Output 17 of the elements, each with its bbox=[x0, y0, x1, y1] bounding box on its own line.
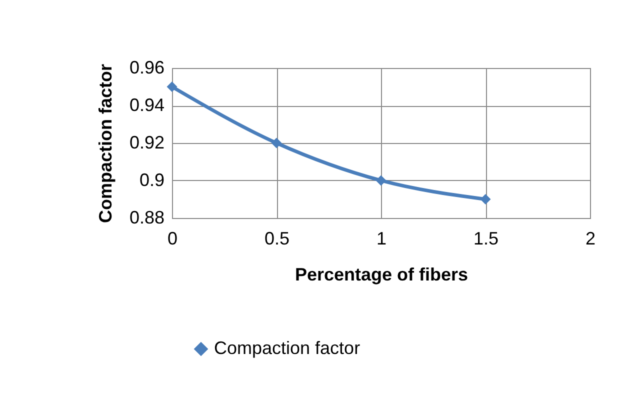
legend-label: Compaction factor bbox=[214, 338, 360, 358]
point bbox=[166, 82, 178, 92]
x-axis-title: Percentage of fibers bbox=[294, 264, 468, 284]
x-tick-label: 2 bbox=[585, 228, 596, 248]
y-tick-label: 0.88 bbox=[129, 208, 164, 228]
y-tick-label: 0.9 bbox=[139, 170, 164, 190]
y-tick-label: 0.92 bbox=[129, 132, 164, 152]
point bbox=[271, 138, 282, 148]
y-tick-label: 0.96 bbox=[129, 58, 164, 78]
x-tick-label: 0.5 bbox=[264, 228, 290, 248]
point bbox=[376, 175, 386, 186]
y-axis-title: Compaction factor bbox=[95, 64, 116, 224]
x-tick-label: 1.5 bbox=[473, 228, 499, 248]
y-tick-label: 0.94 bbox=[129, 95, 164, 115]
x-tick-label: 1 bbox=[376, 228, 387, 248]
point bbox=[480, 194, 491, 204]
x-tick-label: 0 bbox=[167, 228, 178, 248]
